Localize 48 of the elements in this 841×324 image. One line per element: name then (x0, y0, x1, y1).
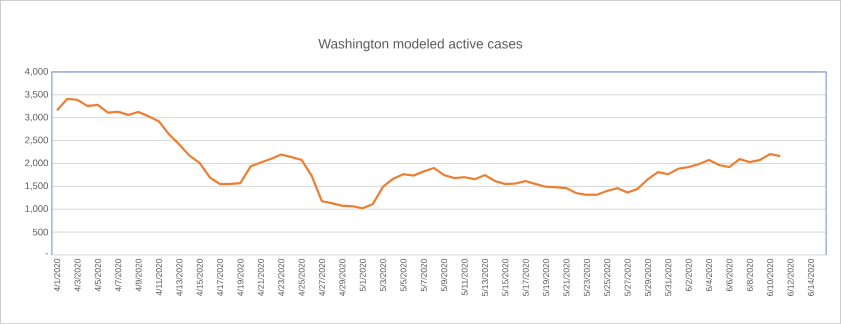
y-tick-label: 2,000 (25, 160, 48, 168)
chart-title: Washington modeled active cases (318, 38, 522, 52)
y-tick-label: 1,500 (25, 182, 48, 190)
x-tick-label: 5/21/2020 (563, 258, 570, 296)
x-tick-label: 5/23/2020 (584, 258, 590, 296)
x-tick-label: 5/5/2020 (400, 258, 406, 292)
x-tick-label: 4/5/2020 (94, 258, 101, 292)
x-tick-label: 6/10/2020 (766, 258, 774, 296)
x-tick-label: 5/3/2020 (380, 258, 386, 292)
x-tick-label: 6/6/2020 (726, 258, 732, 292)
x-tick-label: 4/19/2020 (237, 258, 244, 296)
x-tick-label: 5/1/2020 (359, 258, 366, 292)
x-tick-label: 5/17/2020 (522, 258, 529, 296)
x-tick-label: 4/15/2020 (196, 258, 203, 296)
x-tick-label: 5/25/2020 (604, 258, 610, 296)
y-tick-label: 3,500 (24, 90, 48, 99)
y-tick-label: 1,000 (25, 205, 48, 214)
y-tick-label: 3,000 (24, 114, 48, 122)
x-tick-label: 4/7/2020 (115, 258, 122, 292)
x-tick-label: 4/11/2020 (156, 258, 162, 296)
x-tick-label: 5/29/2020 (644, 258, 651, 296)
x-tick-label: 5/13/2020 (482, 258, 488, 296)
x-tick-label: 5/15/2020 (502, 258, 508, 296)
y-tick-label: 2,500 (25, 136, 48, 145)
x-tick-label: 6/14/2020 (808, 258, 814, 296)
x-tick-label: 5/19/2020 (542, 258, 550, 296)
x-tick-label: 4/21/2020 (258, 258, 264, 296)
y-tick-label: 500 (32, 228, 48, 236)
x-tick-label: 4/1/2020 (54, 258, 60, 292)
x-tick-label: 4/3/2020 (74, 258, 81, 292)
x-tick-label: 5/31/2020 (665, 258, 672, 296)
x-tick-label: 6/12/2020 (787, 258, 794, 296)
x-tick-label: 6/2/2020 (685, 258, 692, 292)
line-series (56, 98, 782, 210)
x-tick-label: 4/9/2020 (135, 258, 142, 292)
x-tick-label: 5/7/2020 (420, 258, 427, 292)
x-tick-label: 6/4/2020 (706, 258, 712, 292)
x-tick-label: 4/17/2020 (216, 258, 224, 296)
x-tick-label: 5/27/2020 (624, 258, 631, 296)
x-tick-label: 4/29/2020 (339, 258, 346, 296)
y-tick-label: 4,000 (24, 68, 48, 76)
x-tick-label: 4/23/2020 (278, 258, 284, 296)
x-tick-label: 6/8/2020 (746, 258, 753, 292)
x-tick-label: 4/13/2020 (176, 258, 182, 296)
x-tick-label: 4/27/2020 (318, 258, 325, 296)
x-tick-label: 5/9/2020 (440, 258, 448, 292)
x-tick-label: 4/25/2020 (298, 258, 305, 296)
x-tick-label: 5/11/2020 (461, 258, 468, 296)
